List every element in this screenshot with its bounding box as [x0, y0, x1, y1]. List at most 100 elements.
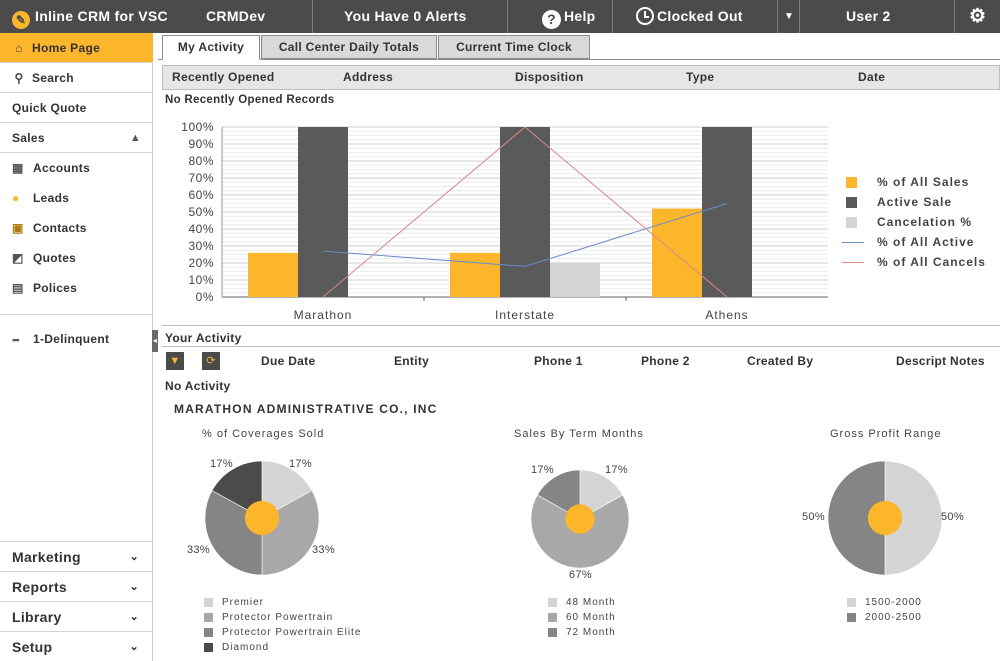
legend-label: % of All Sales: [877, 175, 970, 189]
alerts-link[interactable]: You Have 0 Alerts: [344, 8, 467, 24]
sidebar-item-marketing[interactable]: Marketing ⌄: [0, 541, 153, 571]
sidebar-item-library[interactable]: Library ⌄: [0, 601, 153, 631]
legend-swatch: [204, 628, 213, 637]
tab-my-activity[interactable]: My Activity: [162, 35, 260, 60]
sidebar-item-label: Sales: [12, 131, 45, 145]
activity-empty-message: No Activity: [165, 379, 231, 393]
sidebar-item-polices[interactable]: ▤ Polices: [0, 273, 153, 303]
column-header[interactable]: Entity: [394, 354, 430, 368]
legend-swatch: [846, 217, 857, 228]
legend-swatch: [204, 643, 213, 652]
sidebar-collapse-handle[interactable]: ◂: [152, 330, 158, 352]
help-icon: ?: [542, 10, 561, 29]
pie-slice: [884, 461, 942, 575]
sidebar-item-label: Home Page: [32, 41, 101, 55]
y-tick-label: 10%: [188, 273, 214, 287]
column-header[interactable]: Descript Notes: [896, 354, 985, 368]
sidebar-item-reports[interactable]: Reports ⌄: [0, 571, 153, 601]
legend-label: Active Sale: [877, 195, 953, 209]
y-tick-label: 70%: [188, 171, 214, 185]
y-tick-label: 20%: [188, 256, 214, 270]
legend-label: 72 Month: [566, 627, 616, 638]
pie-legend-item: 72 Month: [548, 625, 616, 640]
sidebar-item-search[interactable]: ⚲ Search: [0, 63, 153, 93]
y-tick-label: 50%: [188, 205, 214, 219]
column-header[interactable]: Phone 2: [641, 354, 690, 368]
sales-bar-chart: 0% 10% 20% 30% 40% 50% 60% 70% 80% 90% 100% Maratho…: [181, 120, 828, 322]
pie-slice: [828, 461, 886, 575]
bar: [550, 263, 600, 297]
legend-label: Cancelation %: [877, 215, 973, 229]
sidebar-item-label: Leads: [33, 191, 70, 205]
pie-percent-label: 17%: [289, 458, 312, 470]
user-name[interactable]: User 2: [846, 8, 891, 24]
column-header[interactable]: Recently Opened: [172, 70, 275, 84]
sidebar-item-quotes[interactable]: ◩ Quotes: [0, 243, 153, 273]
column-header[interactable]: Phone 1: [534, 354, 583, 368]
legend-label: Diamond: [222, 642, 270, 653]
sidebar-item-label: Polices: [33, 281, 78, 295]
pie-percent-label: 17%: [210, 458, 233, 470]
legend-label: Protector Powertrain Elite: [222, 627, 362, 638]
pie-legend-item: Premier: [204, 595, 264, 610]
sidebar-item-sales[interactable]: Sales ▲: [0, 123, 153, 153]
polices-icon: ▤: [12, 281, 24, 295]
tab-call-center-daily-totals[interactable]: Call Center Daily Totals: [261, 35, 437, 59]
pie-percent-label: 50%: [941, 511, 964, 523]
pie-slice: [211, 461, 263, 519]
column-header[interactable]: Due Date: [261, 354, 316, 368]
pie-percent-label: 33%: [312, 544, 335, 556]
chevron-down-icon: ⌄: [129, 611, 139, 623]
legend-swatch: [204, 613, 213, 622]
delinquent-icon: ▪▪▪: [12, 335, 20, 345]
pie-legend-item: 1500-2000: [847, 595, 922, 610]
sidebar-item-label: 1-Delinquent: [33, 332, 110, 346]
legend-label: % of All Cancels: [877, 255, 986, 269]
series-line: [322, 203, 728, 267]
clock-icon: [636, 7, 654, 25]
legend-swatch: [847, 613, 856, 622]
activity-title: Your Activity: [165, 331, 242, 345]
y-tick-label: 80%: [188, 154, 214, 168]
column-header[interactable]: Disposition: [515, 70, 584, 84]
column-header[interactable]: Date: [858, 70, 886, 84]
bar: [702, 127, 752, 297]
tab-current-time-clock[interactable]: Current Time Clock: [438, 35, 590, 59]
app-brand[interactable]: ✎ Inline CRM for VSC: [12, 0, 168, 33]
pie-percent-label: 17%: [605, 464, 628, 476]
pie-center: [565, 504, 595, 534]
app-title: Inline CRM for VSC: [35, 8, 168, 24]
legend-label: Premier: [222, 597, 265, 608]
y-tick-label: 100%: [181, 120, 214, 134]
column-header[interactable]: Created By: [747, 354, 814, 368]
legend-swatch: [548, 628, 557, 637]
refresh-icon[interactable]: ⟳: [202, 352, 220, 370]
sidebar-item-leads[interactable]: ● Leads: [0, 183, 153, 213]
environment-label: CRMDev: [206, 8, 266, 24]
sidebar-item-accounts[interactable]: ▦ Accounts: [0, 153, 153, 183]
top-bar: ✎ Inline CRM for VSC CRMDev You Have 0 Al…: [0, 0, 1000, 33]
column-header[interactable]: Address: [343, 70, 394, 84]
clock-status-button[interactable]: Clocked Out: [636, 0, 743, 33]
pie-slice: [579, 470, 624, 520]
filter-icon[interactable]: ▼: [166, 352, 184, 370]
sidebar-item-contacts[interactable]: ▣ Contacts: [0, 213, 153, 243]
help-button[interactable]: ? Help: [542, 0, 596, 33]
sidebar-item-label: Accounts: [33, 161, 91, 175]
sidebar-item-quick-quote[interactable]: Quick Quote: [0, 93, 153, 123]
sidebar-item-delinquent[interactable]: ▪▪▪ 1-Delinquent: [0, 324, 153, 354]
sidebar-item-label: Contacts: [33, 221, 87, 235]
sidebar-item-home-page[interactable]: ⌂ Home Page: [0, 33, 153, 63]
chevron-down-icon: ⌄: [129, 641, 139, 653]
user-dropdown-icon[interactable]: ▼: [784, 11, 795, 22]
legend-swatch: [846, 197, 857, 208]
column-header[interactable]: Type: [686, 70, 715, 84]
pie-legend-item: Protector Powertrain: [204, 610, 333, 625]
gear-icon[interactable]: ⚙: [969, 6, 987, 27]
pie-center: [244, 500, 280, 536]
help-label: Help: [564, 8, 596, 24]
sidebar-item-setup[interactable]: Setup ⌄: [0, 631, 153, 661]
recent-empty-message: No Recently Opened Records: [165, 94, 335, 106]
sidebar-item-label: Quotes: [33, 251, 77, 265]
chevron-down-icon: ⌄: [129, 581, 139, 593]
